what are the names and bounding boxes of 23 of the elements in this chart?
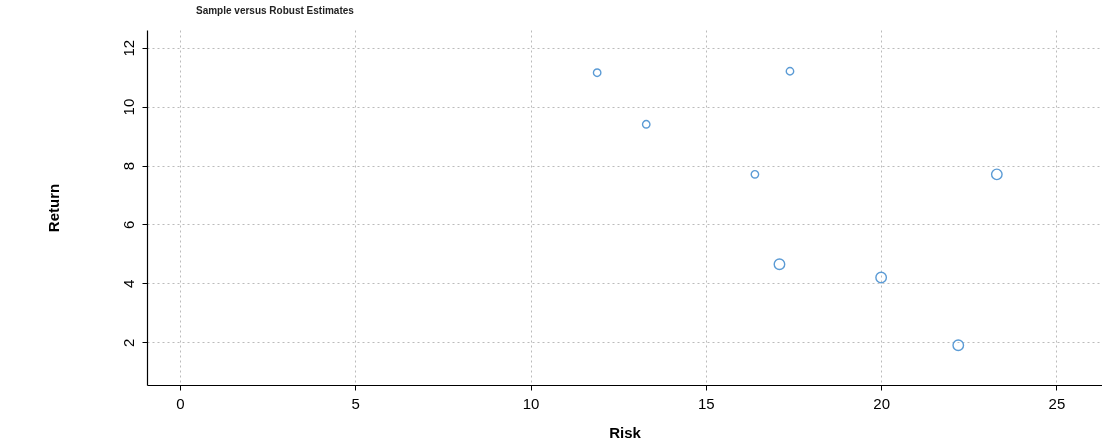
y-tick-label: 6 — [119, 220, 137, 230]
y-tick-label: 4 — [119, 279, 137, 289]
point — [773, 258, 786, 271]
x-tick-label: 20 — [873, 394, 890, 412]
point — [952, 339, 965, 352]
point — [641, 119, 651, 129]
y-axis-title: Return — [44, 183, 62, 233]
x-tick-label: 5 — [351, 394, 360, 412]
point — [990, 168, 1003, 181]
x-tick-label: 0 — [176, 394, 185, 412]
x-tick-label: 15 — [697, 394, 715, 412]
x-tick-label: 10 — [522, 394, 540, 412]
point — [750, 169, 760, 179]
point — [592, 68, 602, 78]
point — [785, 66, 795, 76]
y-tick-label: 10 — [119, 98, 137, 116]
y-tick-label: 12 — [119, 39, 137, 57]
y-tick-label: 8 — [119, 161, 137, 171]
y-tick-label: 2 — [119, 338, 137, 347]
x-axis-title: Risk — [609, 423, 642, 441]
chart-title: Sample versus Robust Estimates — [196, 5, 355, 16]
x-tick-label: 25 — [1048, 394, 1066, 412]
point — [875, 271, 888, 284]
